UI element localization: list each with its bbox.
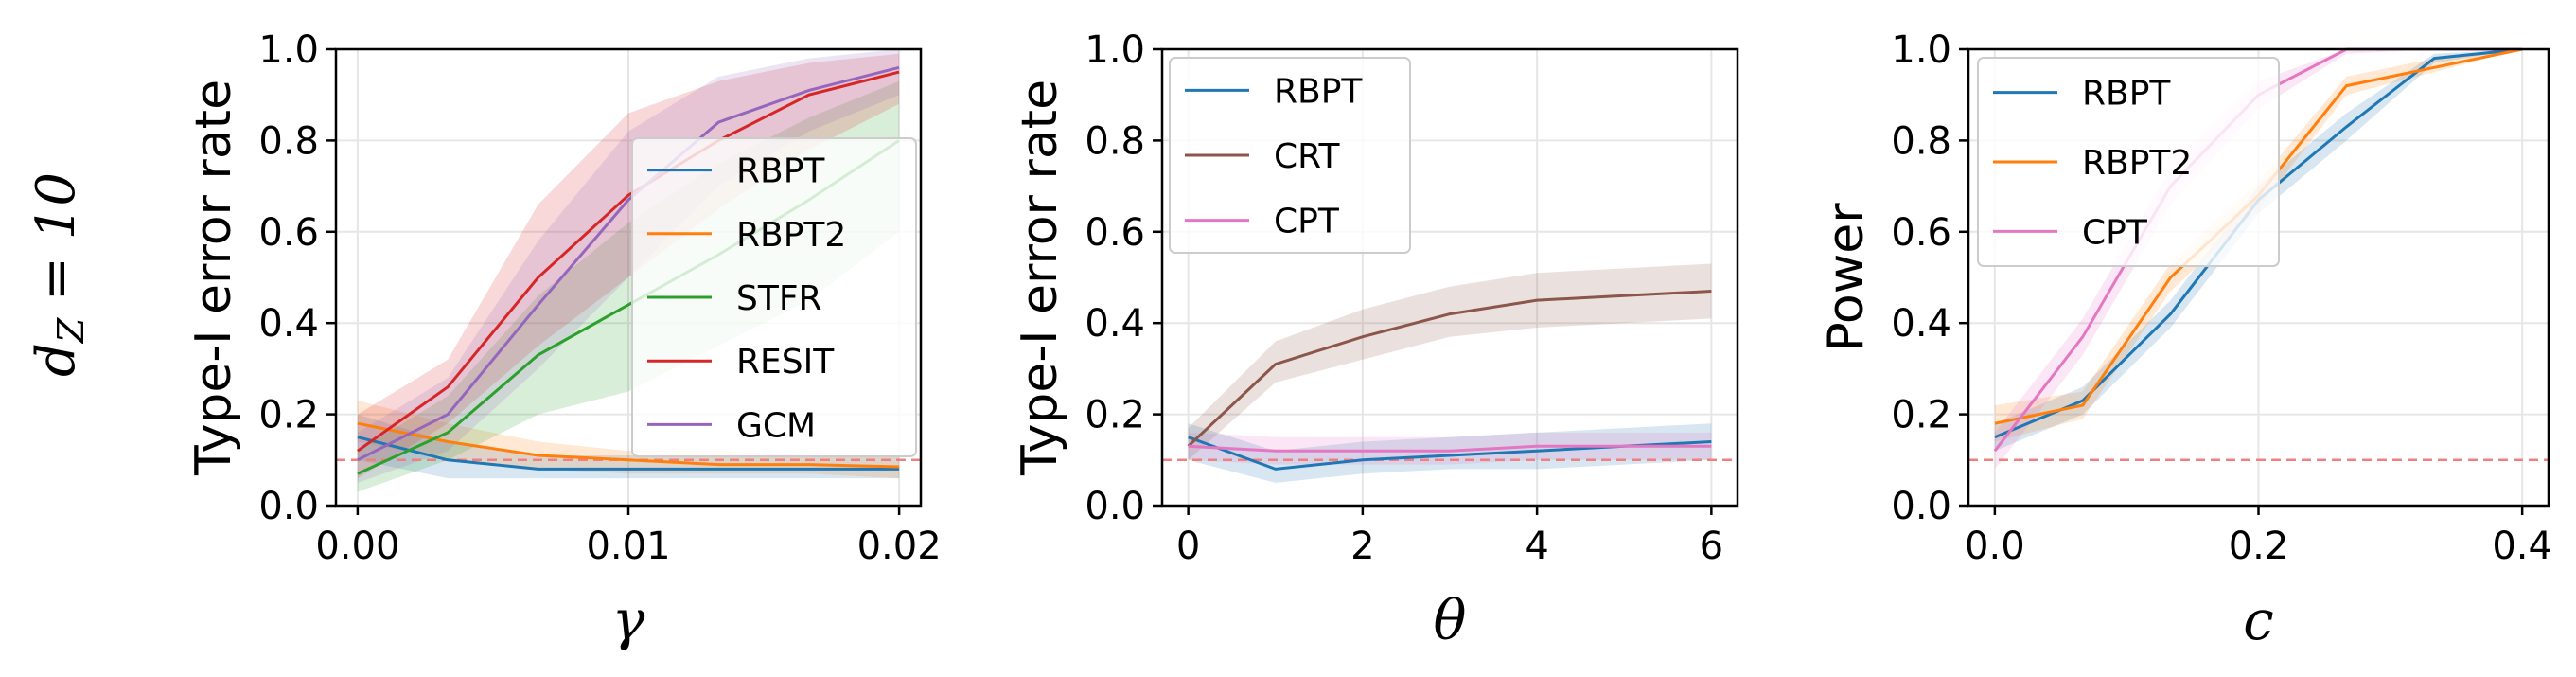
y-tick-label: 1.0: [1085, 28, 1145, 72]
y-tick-label: 0.2: [1891, 394, 1951, 437]
y-axis-label: Type-I error rate: [1012, 80, 1068, 476]
legend-entry-rbpt: RBPT: [736, 152, 825, 191]
legend-box: [1977, 57, 2280, 267]
legend-entry-gcm: GCM: [736, 406, 816, 445]
y-axis-label: Power: [1818, 203, 1875, 352]
y-tick-label: 0.4: [1085, 302, 1145, 346]
chart-panel-2: 0.0 0.2 0.4 0.6 0.8 1.0 0 2 4 6 θ Type-I error rate…: [1012, 28, 1739, 652]
x-tick-label: 0.2: [2229, 525, 2289, 568]
legend: RBPT RBPT2 STFR RESIT GCM: [631, 137, 917, 457]
y-tick-label: 0.4: [258, 302, 319, 346]
y-tick-label: 0.4: [1891, 302, 1951, 346]
legend-entry-cpt: CPT: [2082, 213, 2148, 252]
y-tick-label: 0.8: [258, 119, 319, 163]
legend-entry-rbpt: RBPT: [1274, 72, 1363, 111]
row-label-rest: = 10: [26, 172, 87, 318]
legend-entry-rbpt: RBPT: [2082, 75, 2171, 114]
y-tick-label: 0.6: [1085, 211, 1145, 255]
legend: RBPT CRT CPT: [1169, 57, 1411, 254]
x-tick-label: 2: [1350, 525, 1374, 568]
x-tick-label: 0.02: [857, 525, 942, 568]
y-tick-label: 0.2: [258, 394, 319, 437]
confidence-band-crt: [1188, 263, 1712, 460]
confidence-band-rbpt: [357, 414, 900, 479]
y-tick-label: 0.6: [1891, 211, 1951, 255]
x-axis-label: γ: [612, 588, 645, 652]
confidence-band-rbpt: [1188, 423, 1712, 483]
x-tick-label: 0.0: [1965, 525, 2025, 568]
row-label: dZ = 10: [26, 172, 92, 377]
x-tick-label: 0.01: [586, 525, 670, 568]
series-line-gcm: [357, 65, 900, 462]
x-tick-label: 6: [1700, 525, 1723, 568]
series-line-rbpt: [357, 436, 900, 471]
series-line-crt: [1187, 290, 1712, 448]
y-tick-label: 0.0: [1891, 485, 1951, 528]
axes-frame: [1160, 47, 1739, 508]
x-tick-label: 4: [1525, 525, 1548, 568]
y-tick-label: 0.6: [258, 211, 319, 255]
series-line-rbpt2: [357, 421, 900, 469]
legend-entry-rbpt2: RBPT2: [736, 216, 846, 255]
legend-box: [631, 137, 917, 457]
legend-entry-stfr: STFR: [736, 279, 822, 318]
x-axis-label: θ: [1434, 588, 1467, 652]
y-tick-label: 1.0: [258, 28, 319, 72]
x-tick-label: 0: [1176, 525, 1200, 568]
legend-entry-cpt: CPT: [1274, 203, 1340, 241]
series-line-resit: [357, 70, 900, 453]
y-axis-label: Type-I error rate: [185, 80, 242, 476]
row-label-main: d: [26, 343, 87, 377]
y-tick-label: 0.8: [1085, 119, 1145, 163]
y-tick-label: 0.2: [1085, 394, 1145, 437]
legend-entry-resit: RESIT: [736, 343, 835, 382]
legend-box: [1169, 57, 1411, 254]
y-tick-label: 1.0: [1891, 28, 1951, 72]
legend-entry-rbpt2: RBPT2: [2082, 144, 2192, 183]
confidence-band-cpt: [1188, 432, 1712, 465]
x-axis-label: c: [2243, 588, 2273, 652]
y-tick-label: 0.0: [1085, 485, 1145, 528]
y-tick-label: 0.0: [258, 485, 319, 528]
series-line-cpt: [1188, 444, 1712, 453]
legend-entry-crt: CRT: [1274, 137, 1341, 176]
y-tick-label: 0.8: [1891, 119, 1951, 163]
legend: RBPT RBPT2 CPT: [1977, 57, 2280, 267]
x-tick-label: 0.4: [2492, 525, 2552, 568]
x-tick-label: 0.00: [315, 525, 399, 568]
chart-panel-3: 0.00.20.40.60.81.00.0 0.2 0.4cPowerRBPTRBP…: [1818, 28, 2552, 652]
chart-panel-1: 0.0 0.2 0.4 0.6 0.8 1.0 0.00 0.01 0.02 γ Type-I er…: [185, 28, 942, 652]
confidence-band-rbpt: [1994, 49, 2523, 452]
row-label-sub: Z: [50, 317, 92, 344]
